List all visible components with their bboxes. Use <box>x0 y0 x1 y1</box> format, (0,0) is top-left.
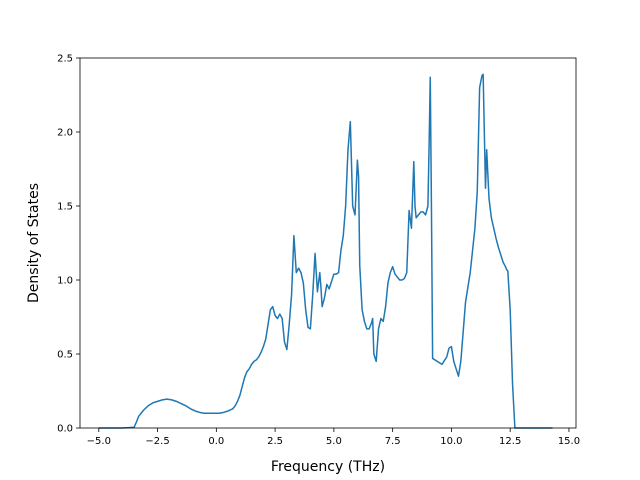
series-line <box>98 73 553 429</box>
x-tick-label: 7.5 <box>385 436 401 447</box>
axes-frame <box>79 57 577 429</box>
y-tick-label: 1.0 <box>57 276 73 287</box>
axes-background <box>80 58 576 428</box>
x-tick-label: 0.0 <box>208 436 224 447</box>
y-tick-label: 1.5 <box>57 202 73 213</box>
x-tick-label: −2.5 <box>145 436 169 447</box>
x-tick-label: 15.0 <box>558 436 580 447</box>
y-axis-ticks: 0.0 0.5 1.0 1.5 2.0 2.5 <box>57 54 80 435</box>
y-axis-label: Density of States <box>26 183 42 303</box>
x-tick-label: 10.0 <box>440 436 462 447</box>
x-tick-label: 5.0 <box>326 436 342 447</box>
plot-area <box>80 58 576 428</box>
x-axis-ticks: −5.0 −2.5 0.0 2.5 5.0 7.5 10.0 12.5 15.0 <box>87 428 580 447</box>
x-axis-label: Frequency (THz) <box>271 459 385 475</box>
y-tick-label: 0.0 <box>57 424 73 435</box>
y-tick-label: 0.5 <box>57 350 73 361</box>
y-tick-label: 2.0 <box>57 128 73 139</box>
x-tick-label: −5.0 <box>87 436 111 447</box>
x-tick-label: 2.5 <box>267 436 283 447</box>
y-tick-label: 2.5 <box>57 54 73 65</box>
x-tick-label: 12.5 <box>499 436 521 447</box>
